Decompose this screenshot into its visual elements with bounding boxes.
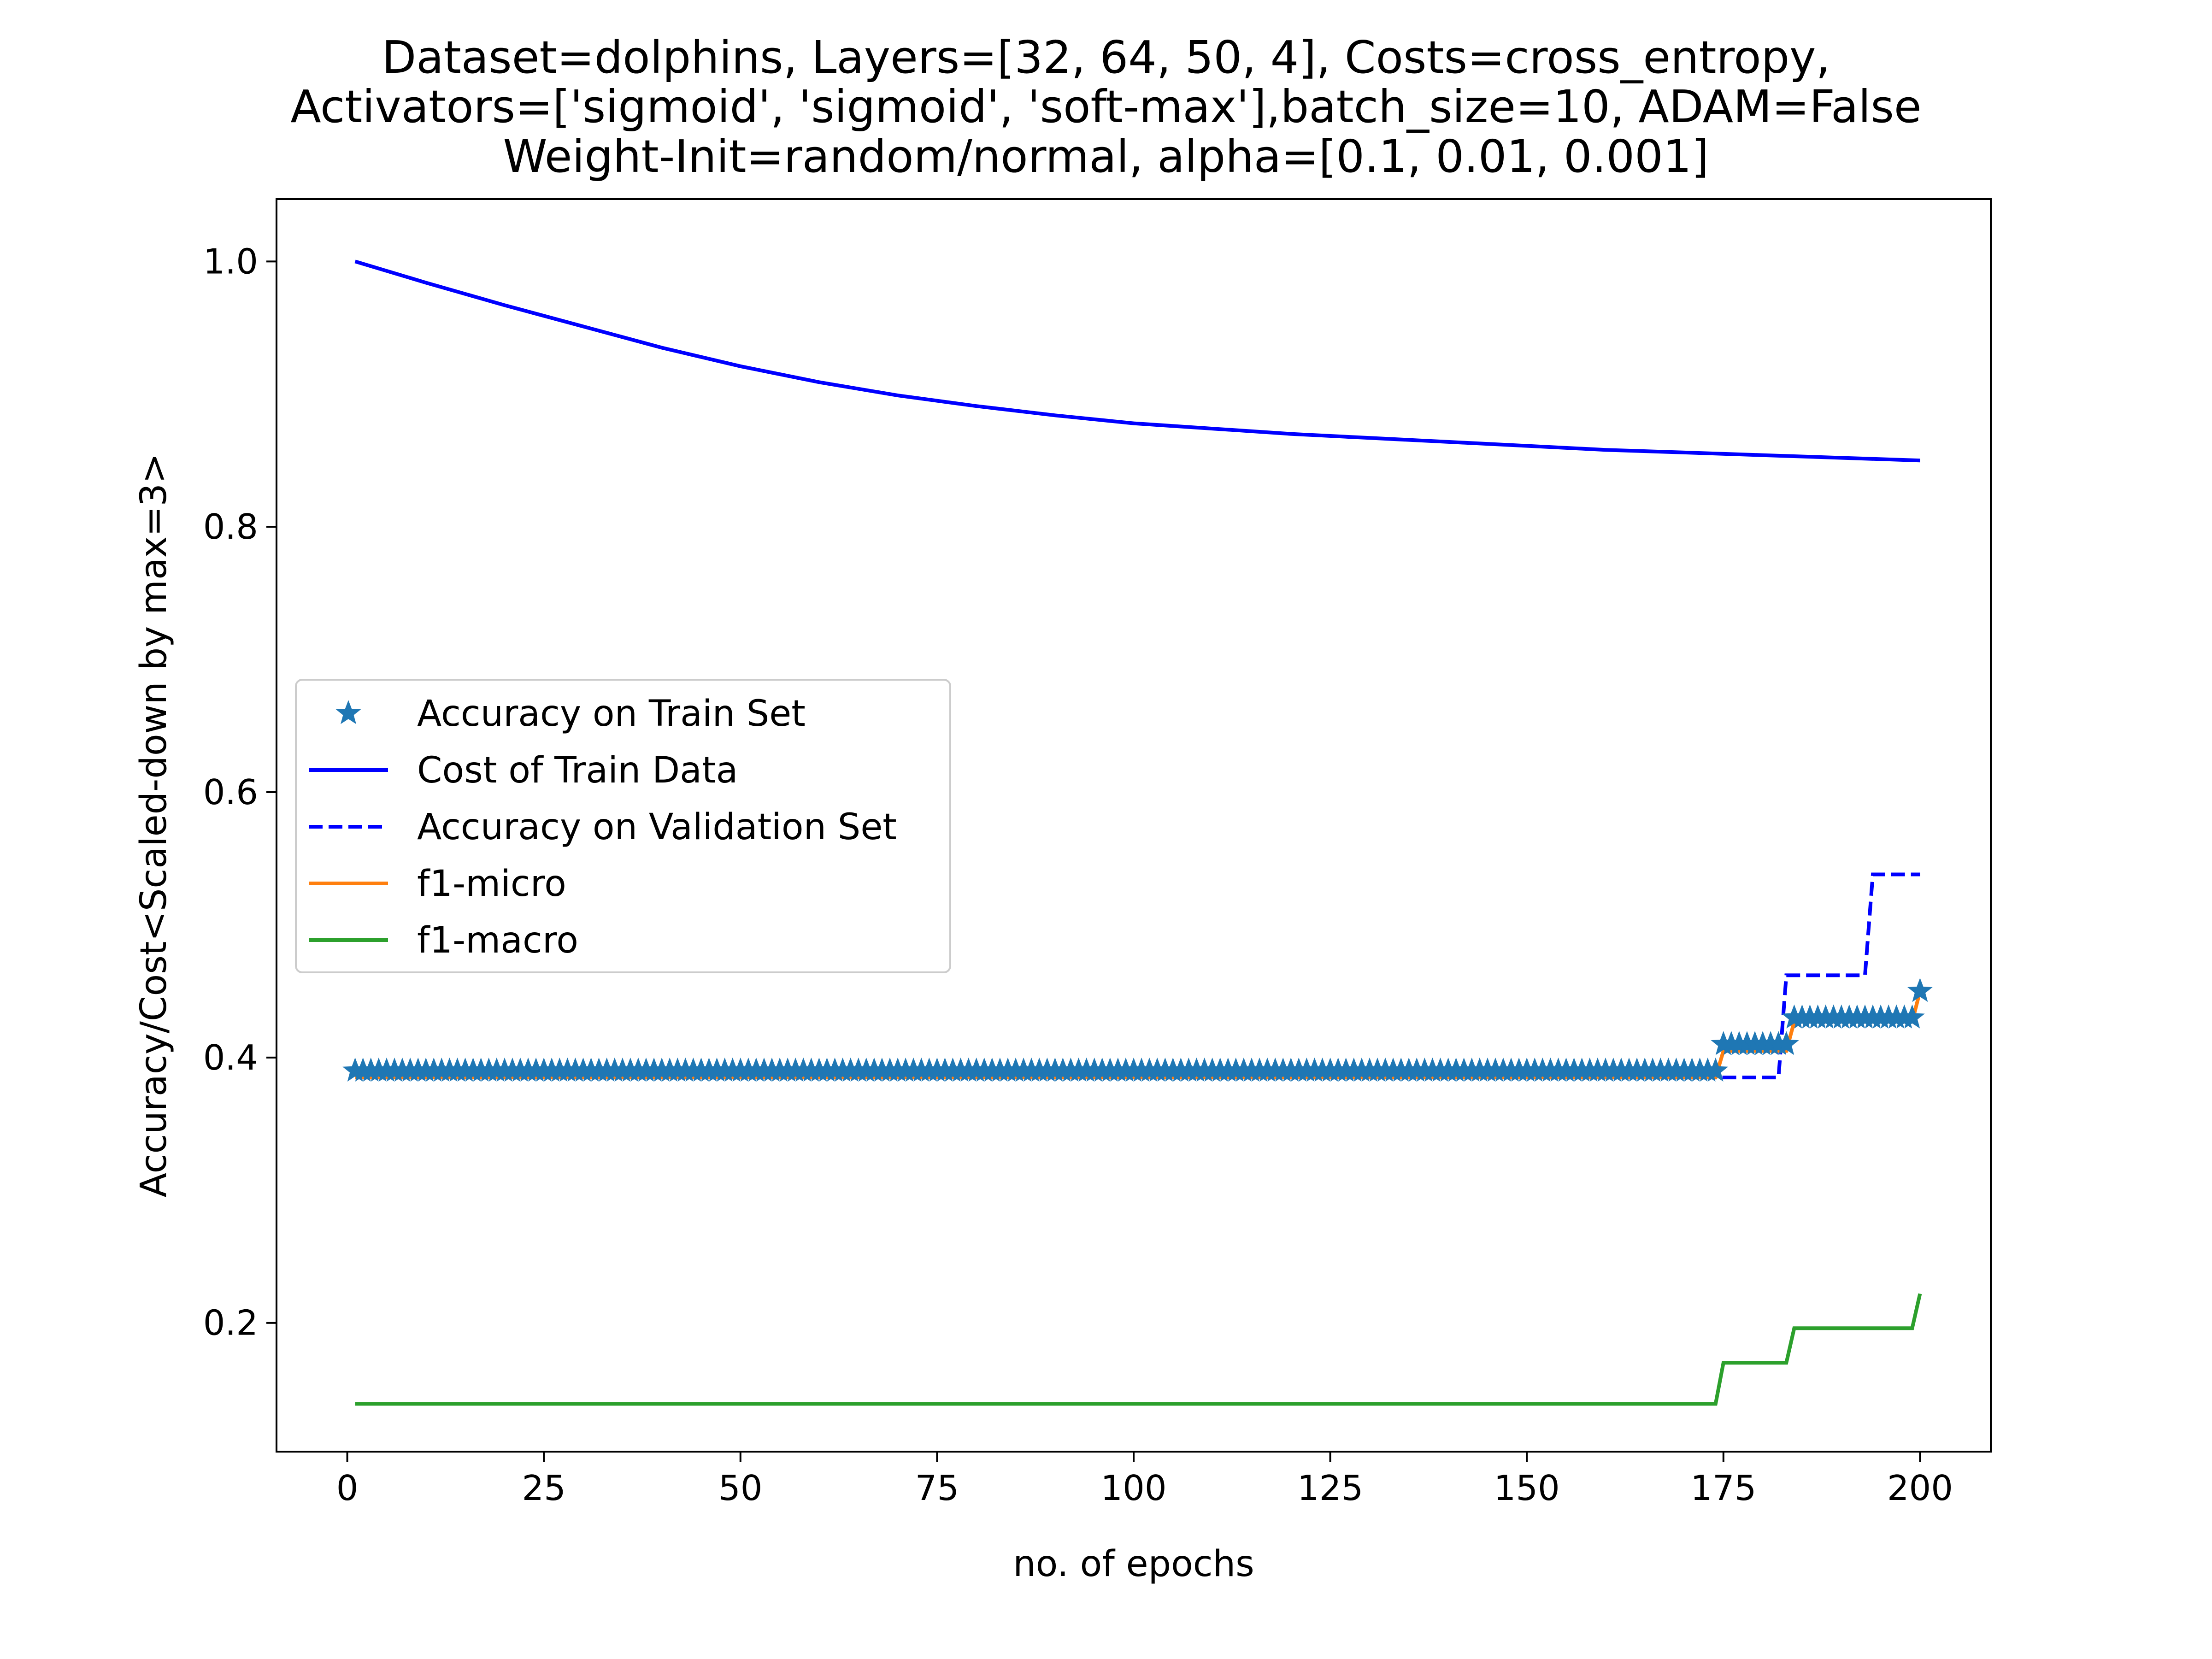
series-layer [342,259,1933,1406]
legend-box [295,679,951,973]
title-line-3: Weight-Init=random/normal, alpha=[0.1, 0… [503,130,1709,182]
cost-of-train-data-line [354,259,1920,463]
x-tick-label: 150 [1494,1468,1560,1508]
x-tick-label: 100 [1100,1468,1166,1508]
x-tick-label: 200 [1887,1468,1953,1508]
legend-star-marker [335,700,361,724]
y-tick-label: 1.0 [203,241,258,282]
x-tick-label: 50 [718,1468,762,1508]
train-accuracy-markers [342,978,1933,1082]
y-tick-label: 0.8 [203,506,258,547]
title-line-1: Dataset=dolphins, Layers=[32, 64, 50, 4]… [382,31,1830,83]
legend-entry: Accuracy on Validation Set [309,806,897,848]
legend-label: Accuracy on Train Set [417,693,806,735]
x-axis-label: no. of epochs [1013,1543,1254,1585]
legend-entry: f1-micro [309,863,566,905]
y-tick-label: 0.4 [203,1037,258,1078]
legend: Accuracy on Train Set Cost of Train Data A… [295,679,951,973]
x-tick-label: 175 [1690,1468,1756,1508]
x-tick-label: 25 [522,1468,565,1508]
x-axis: 0 25 50 75 100 125 150 175 200 [336,1452,1953,1508]
legend-entry: Accuracy on Train Set [335,693,806,735]
f1-macro-line [355,1293,1922,1406]
legend-label: f1-micro [417,863,566,905]
legend-label: Accuracy on Validation Set [417,806,897,848]
x-tick-label: 75 [915,1468,959,1508]
train-accuracy-point [1703,1057,1729,1082]
legend-label: f1-macro [417,920,578,961]
accuracy-on-validation-set-line [355,872,1920,1080]
chart-title: Dataset=dolphins, Layers=[32, 64, 50, 4]… [290,31,1921,182]
legend-entry: f1-macro [309,920,578,961]
title-line-2: Activators=['sigmoid', 'sigmoid', 'soft-… [290,81,1921,133]
y-tick-label: 0.6 [203,772,258,812]
train-accuracy-point [1773,1031,1799,1055]
legend-label: Cost of Train Data [417,750,738,791]
y-axis-label: Accuracy/Cost<Scaled-down by max=3> [133,453,175,1198]
train-accuracy-point [1907,978,1933,1002]
x-tick-label: 125 [1297,1468,1363,1508]
y-tick-label: 0.2 [203,1303,258,1343]
x-tick-label: 0 [336,1468,359,1508]
y-axis: 0.2 0.4 0.6 0.8 1.0 [203,241,276,1343]
train-accuracy-point [1899,1004,1925,1029]
legend-entry: Cost of Train Data [309,750,738,791]
